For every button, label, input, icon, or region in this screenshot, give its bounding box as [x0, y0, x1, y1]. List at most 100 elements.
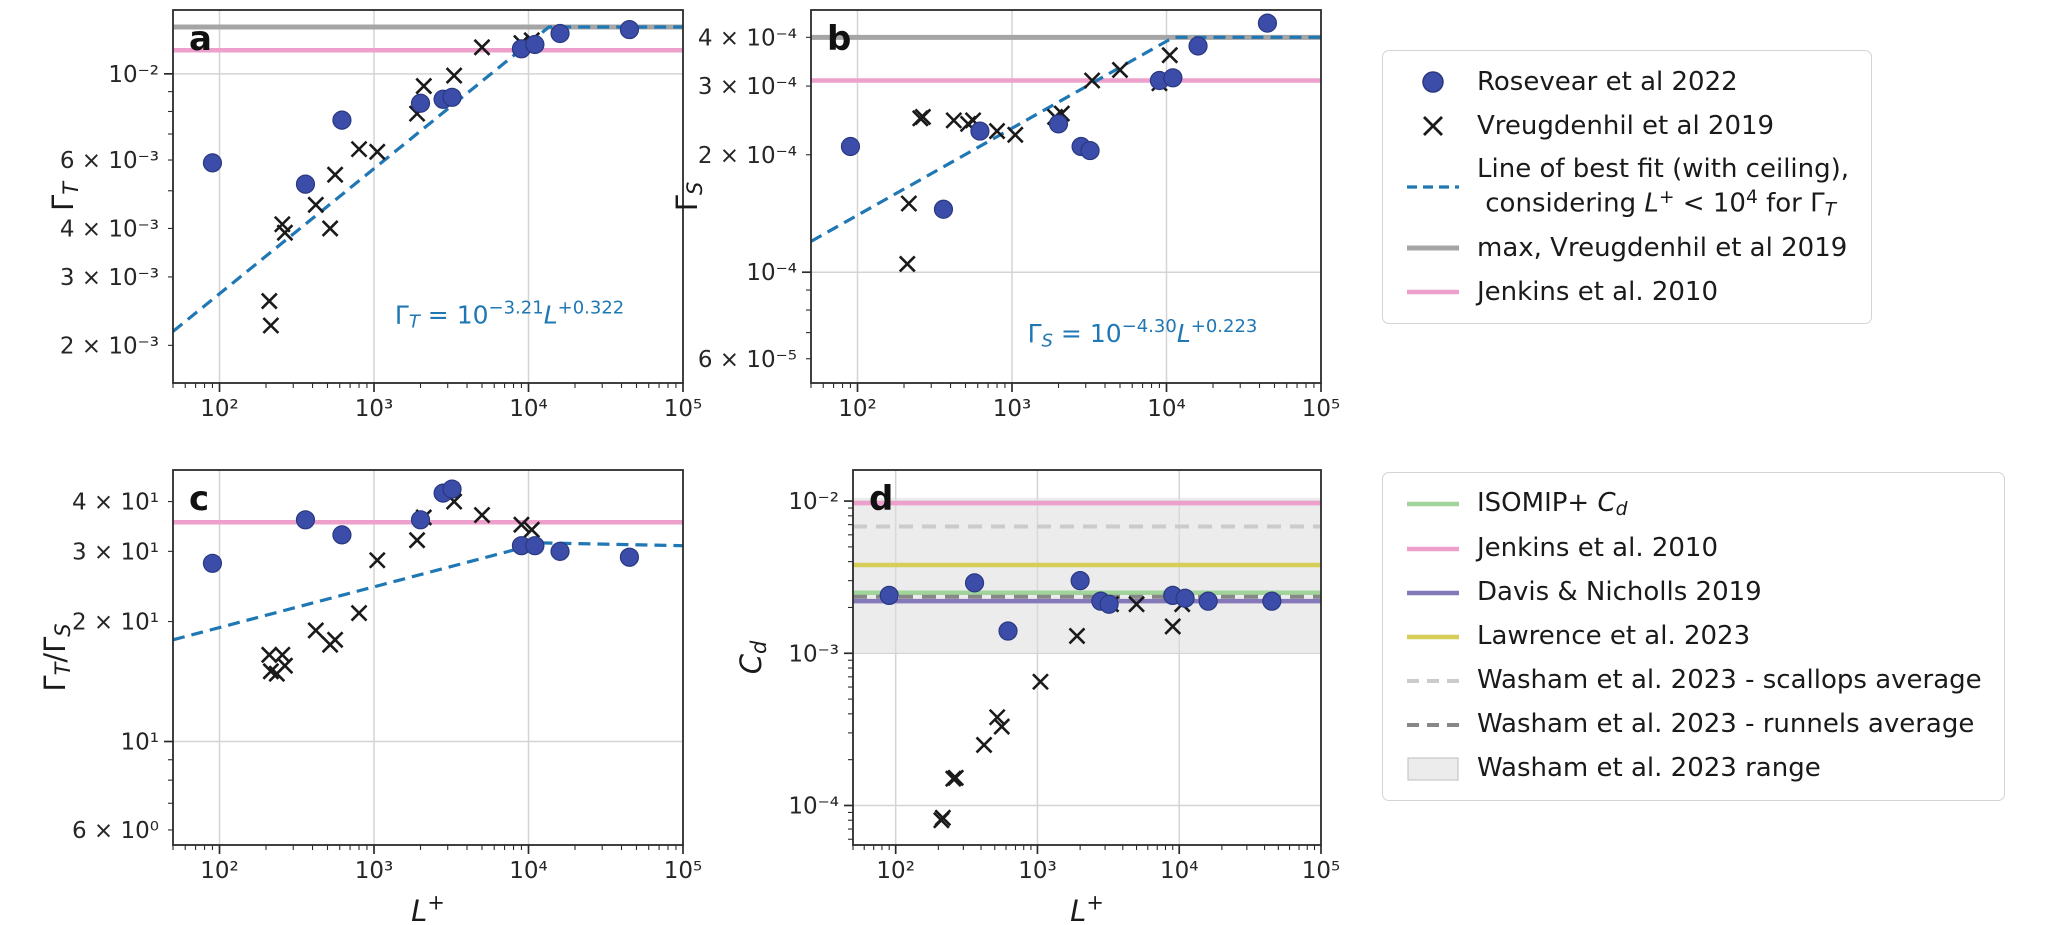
x-tick-label: 10³ [993, 396, 1032, 422]
x-tick-label: 10² [200, 858, 239, 884]
legend-item-jenkins: Jenkins et al. 2010 [1405, 275, 1849, 309]
legend-label: Line of best fit (with ceiling), conside… [1477, 154, 1850, 221]
legend-label: Washam et al. 2023 - runnels average [1477, 709, 1975, 740]
y-tick-label: 3 × 10⁻⁴ [698, 74, 797, 100]
y-tick-label: 10⁻⁴ [746, 260, 797, 286]
axes-frame [810, 9, 1322, 384]
washam-scallops-line-icon [1407, 678, 1459, 683]
rosevear-marker-icon [1422, 71, 1444, 93]
x-tick-label: 10³ [1018, 858, 1057, 884]
washam-range-patch-icon [1407, 756, 1459, 781]
legend-label: Davis & Nicholls 2019 [1477, 577, 1762, 608]
series-rosevear [879, 571, 1282, 641]
y-axis-label-d: Cd [734, 640, 771, 674]
y-axis-label-c: ΓT/ΓS [38, 623, 75, 691]
x-tick-label: 10⁴ [509, 858, 548, 884]
x-tick-label: 10⁴ [1147, 396, 1186, 422]
legend-item-jenkins: Jenkins et al. 2010 [1405, 532, 1982, 566]
x-axis-label-c: L+ [411, 890, 445, 925]
x-tick-label: 10² [876, 858, 915, 884]
y-tick-label: 6 × 10⁰ [72, 818, 159, 844]
series-rosevear [840, 13, 1278, 219]
x-tick-label: 10⁵ [664, 396, 703, 422]
legend-item-washam-range: Washam et al. 2023 range [1405, 752, 1982, 786]
legend-label: max, Vreugdenhil et al 2019 [1477, 233, 1848, 264]
y-tick-label: 2 × 10⁻³ [60, 333, 159, 359]
y-tick-label: 10⁻² [108, 62, 159, 88]
fit-annotation-b: ΓS = 10−4.30L+0.223 [1028, 316, 1258, 351]
panel-letter-a: a [189, 19, 212, 59]
panel-letter-c: c [189, 479, 209, 519]
legend-item-davis-nicholls: Davis & Nicholls 2019 [1405, 576, 1982, 610]
fit-line [811, 35, 1321, 243]
y-tick-label: 2 × 10⁻⁴ [698, 143, 797, 169]
x-tick-label: 10⁵ [1302, 396, 1341, 422]
x-tick-label: 10⁵ [664, 858, 703, 884]
x-tick-label: 10⁵ [1302, 858, 1341, 884]
axes-frame [852, 469, 1322, 846]
series-rosevear [202, 19, 640, 194]
series-vreugdenhil [260, 493, 541, 683]
legend-label: ISOMIP+ Cd [1477, 488, 1628, 521]
legend-item-washam-runnels: Washam et al. 2023 - runnels average [1405, 708, 1982, 742]
ticks [164, 501, 684, 854]
x-tick-label: 10² [838, 396, 877, 422]
y-tick-label: 4 × 10⁻⁴ [698, 25, 797, 51]
y-tick-label: 10⁻⁴ [788, 793, 839, 819]
legend-label: Lawrence et al. 2023 [1477, 621, 1751, 652]
legend-label: Washam et al. 2023 range [1477, 753, 1821, 784]
fit-annotation-a: ΓT = 10−3.21L+0.322 [395, 297, 624, 332]
legend-label: Jenkins et al. 2010 [1477, 277, 1719, 308]
legend-drag-coefficient: ISOMIP+ Cd Jenkins et al. 2010 Davis & N… [1382, 472, 2005, 801]
x-tick-label: 10⁴ [509, 396, 548, 422]
legend-label: Rosevear et al 2022 [1477, 66, 1738, 97]
legend-item-vreugdenhil: Vreugdenhil et al 2019 [1405, 109, 1849, 143]
ticks [164, 72, 684, 392]
y-axis-label-a: ΓT [46, 180, 83, 211]
y-tick-label: 2 × 10¹ [72, 610, 159, 636]
jenkins-line-icon [1407, 546, 1459, 551]
y-tick-label: 6 × 10⁻⁵ [698, 347, 797, 373]
legend-item-max-vreugdenhil: max, Vreugdenhil et al 2019 [1405, 231, 1849, 265]
y-tick-label: 10⁻³ [788, 641, 839, 667]
panel-letter-d: d [869, 479, 893, 519]
davis-nicholls-line-icon [1407, 590, 1459, 595]
y-axis-label-b: ΓS [670, 182, 707, 211]
legend-label: Jenkins et al. 2010 [1477, 533, 1719, 564]
jenkins-line-icon [1407, 290, 1459, 295]
legend-gamma: Rosevear et al 2022 Vreugdenhil et al 20… [1382, 50, 1873, 325]
x-tick-label: 10⁴ [1160, 858, 1199, 884]
legend-item-isomip: ISOMIP+ Cd [1405, 487, 1982, 522]
series-rosevear [202, 479, 640, 573]
legend-label: Vreugdenhil et al 2019 [1477, 110, 1775, 141]
legend-item-best-fit: Line of best fit (with ceiling), conside… [1405, 153, 1849, 221]
ticks [844, 500, 1322, 854]
x-tick-label: 10³ [355, 396, 394, 422]
y-tick-label: 6 × 10⁻³ [60, 148, 159, 174]
y-tick-label: 10¹ [121, 730, 160, 756]
y-tick-label: 3 × 10⁻³ [60, 265, 159, 291]
x-axis-label-d: L+ [1070, 890, 1104, 925]
ticks [802, 36, 1322, 392]
legend-label: Washam et al. 2023 - scallops average [1477, 665, 1982, 696]
y-tick-label: 4 × 10⁻³ [60, 216, 159, 242]
panel-b: 10² 10³ 10⁴ 10⁵ 6 × 10⁻⁵ 10⁻⁴ 2 × 10⁻⁴ 3 × 10⁻⁴… [670, 9, 1341, 422]
x-tick-label: 10² [200, 396, 239, 422]
axes-frame [172, 469, 684, 846]
grid [173, 470, 683, 845]
panel-letter-b: b [827, 19, 851, 59]
panel-a: 10² 10³ 10⁴ 10⁵ 2 × 10⁻³ 3 × 10⁻³ 4 × 10⁻³ 6 × … [46, 9, 703, 422]
legend-item-washam-scallops: Washam et al. 2023 - scallops average [1405, 664, 1982, 698]
panel-d: 10² 10³ 10⁴ 10⁵ 10⁻⁴ 10⁻³ 10⁻² d Cd L+ [734, 469, 1341, 925]
vreugdenhil-marker-icon [1423, 116, 1443, 136]
series-vreugdenhil [260, 31, 541, 334]
best-fit-line-icon [1407, 185, 1459, 189]
washam-runnels-line-icon [1407, 722, 1459, 727]
y-tick-label: 10⁻² [788, 489, 839, 515]
max-vreugdenhil-line-icon [1407, 245, 1459, 251]
y-tick-label: 4 × 10¹ [72, 490, 159, 516]
grid [173, 10, 683, 383]
fit-line [173, 25, 683, 333]
